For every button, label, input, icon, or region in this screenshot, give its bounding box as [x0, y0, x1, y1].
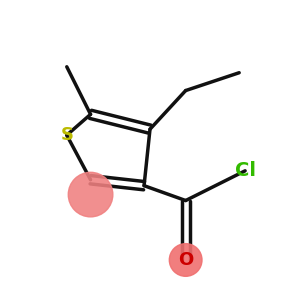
Text: Cl: Cl	[235, 161, 256, 180]
Circle shape	[68, 172, 113, 217]
Circle shape	[169, 244, 202, 276]
Text: O: O	[178, 251, 193, 269]
Text: S: S	[60, 126, 73, 144]
